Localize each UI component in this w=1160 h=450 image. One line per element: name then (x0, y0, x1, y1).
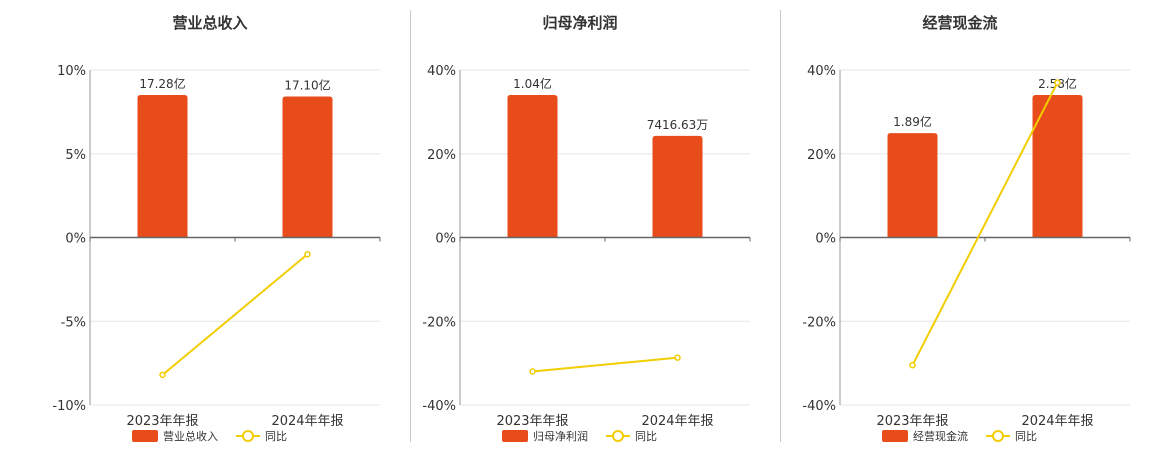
bar-label-p2-0: 1.04亿 (513, 76, 552, 91)
legend-line-marker-p3 (992, 430, 1004, 442)
yoy-line-p2 (532, 356, 678, 373)
bar-label-p2-1: 7416.63万 (647, 118, 709, 132)
y-tick-label-p3-4: -40% (802, 399, 836, 414)
yoy-point-p2-0 (529, 368, 536, 375)
legend-line-label-p3: 同比 (1015, 430, 1037, 443)
bar-label-p1-0: 17.28亿 (139, 76, 185, 91)
y-tick-label-p3-2: 0% (815, 232, 836, 247)
legend-line-label-p2: 同比 (635, 430, 657, 443)
y-tick-label-p1-2: 0% (65, 232, 86, 247)
legend-bar-swatch-p1 (132, 430, 158, 442)
x-category-label-p2-0: 2023年年报 (496, 414, 568, 429)
legend-line-marker-p1 (242, 430, 254, 442)
legend-bar-label-p2: 归母净利润 (533, 429, 588, 443)
legend-line-label-p1: 同比 (265, 430, 287, 443)
yoy-point-p3-1 (1054, 79, 1061, 86)
chart-title-p3: 经营现金流 (922, 14, 997, 32)
bar-label-p3-0: 1.89亿 (893, 114, 932, 129)
y-tick-label-p1-1: 5% (65, 148, 86, 163)
x-category-label-p1-0: 2023年年报 (126, 414, 198, 429)
chart-title-p2: 归母净利润 (542, 14, 617, 32)
yoy-point-p1-0 (159, 371, 166, 379)
legend-bar-swatch-p3 (882, 430, 908, 442)
x-category-label-p1-1: 2024年年报 (271, 414, 343, 429)
yoy-line-p3 (911, 82, 1059, 366)
bar-label-p1-1: 17.10亿 (284, 77, 330, 92)
y-tick-label-p1-3: -5% (61, 315, 86, 330)
y-tick-label-p2-2: 0% (435, 232, 456, 247)
y-tick-label-p1-4: -10% (52, 399, 86, 414)
legend-bar-label-p3: 经营现金流 (913, 429, 968, 443)
legend-bar-label-p1: 营业总收入 (163, 429, 218, 443)
yoy-line-p1 (161, 253, 309, 376)
x-category-label-p3-0: 2023年年报 (876, 414, 948, 429)
x-category-label-p2-1: 2024年年报 (641, 414, 713, 429)
panel-divider-1 (410, 10, 411, 442)
panel-divider-2 (780, 10, 781, 442)
bar-p3-1 (1032, 95, 1083, 238)
y-tick-label-p2-1: 20% (427, 148, 456, 163)
legend-bar-swatch-p2 (502, 430, 528, 442)
y-tick-label-p3-3: -20% (802, 315, 836, 330)
y-tick-label-p2-0: 40% (427, 64, 456, 79)
bar-p2-0 (507, 95, 558, 238)
chart-title-p1: 营业总收入 (172, 14, 247, 32)
y-tick-label-p3-0: 40% (807, 64, 836, 79)
bar-p2-1 (652, 135, 703, 238)
bar-p3-0 (887, 133, 938, 238)
yoy-point-p2-1 (674, 354, 681, 361)
legend-line-marker-p2 (612, 430, 624, 442)
bar-p1-0 (137, 95, 188, 238)
yoy-point-p1-1 (304, 251, 311, 258)
x-category-label-p3-1: 2024年年报 (1021, 414, 1093, 429)
bar-p1-1 (282, 96, 333, 238)
y-tick-label-p1-0: 10% (57, 64, 86, 79)
yoy-point-p3-0 (909, 361, 916, 369)
y-tick-label-p3-1: 20% (807, 148, 836, 163)
y-tick-label-p2-4: -40% (422, 399, 456, 414)
y-tick-label-p2-3: -20% (422, 315, 456, 330)
